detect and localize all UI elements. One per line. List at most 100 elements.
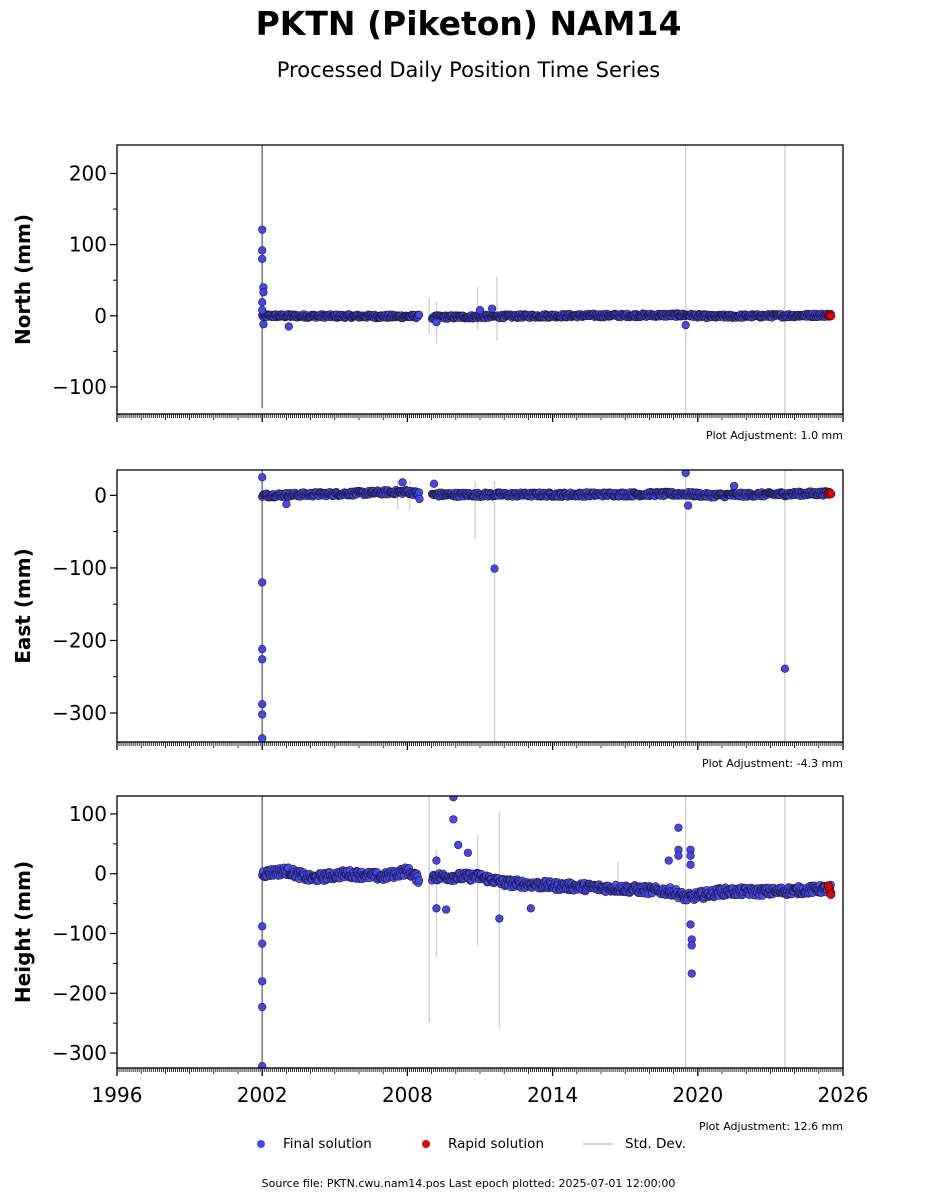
y-axis: −100 0 100 200 xyxy=(52,161,117,399)
final-solution-point xyxy=(686,860,695,869)
final-solution-point xyxy=(526,904,535,913)
final-solution-point xyxy=(259,288,268,297)
final-solution-point xyxy=(684,501,693,510)
final-solution-point xyxy=(258,1062,267,1068)
final-solution-point xyxy=(780,664,790,673)
final-solution-point xyxy=(258,645,267,654)
final-solution-point xyxy=(463,848,473,857)
plot-area xyxy=(258,145,836,414)
final-solution-point xyxy=(674,851,683,860)
legend-label-final: Final solution xyxy=(283,1136,372,1152)
final-solution-point xyxy=(449,815,458,824)
legend-item-final: Final solution xyxy=(257,1136,372,1152)
final-solution-point xyxy=(258,700,267,709)
chart-subtitle: Processed Daily Position Time Series xyxy=(276,58,661,82)
final-solution-point xyxy=(414,876,424,885)
last-epoch-label: Last epoch plotted: xyxy=(448,1177,555,1190)
final-solution-point xyxy=(258,655,267,664)
final-marker-icon xyxy=(257,1140,265,1148)
final-solution-point xyxy=(415,494,424,504)
y-tick-label: −100 xyxy=(52,556,107,580)
plot-frame xyxy=(116,144,844,415)
plot-adjustment-label: Plot Adjustment: -4.3 mm xyxy=(702,757,843,770)
plot-frame xyxy=(116,469,844,743)
panel-3: −300 −200 −100 0 100 Height (mm) 1996 2002 2008 2… xyxy=(11,795,868,1133)
legend: Final solution Rapid solution Std. Dev. xyxy=(0,1136,937,1158)
final-solution-points xyxy=(258,470,835,742)
final-solution-point xyxy=(398,478,407,487)
std-line-icon xyxy=(583,1143,613,1145)
final-solution-point xyxy=(442,905,451,914)
final-solution-points xyxy=(258,796,835,1068)
final-solution-point xyxy=(488,304,497,313)
rapid-solution-point xyxy=(826,311,836,321)
y-axis: −300 −200 −100 0 xyxy=(52,483,117,725)
y-axis-label: Height (mm) xyxy=(11,861,35,1003)
rapid-solution-points xyxy=(824,488,836,499)
final-solution-point xyxy=(284,322,293,331)
plot-adjustment-label: Plot Adjustment: 1.0 mm xyxy=(706,429,843,442)
x-tick-label: 2002 xyxy=(237,1083,288,1107)
final-solution-point xyxy=(681,470,690,478)
plot-area xyxy=(258,796,836,1068)
final-solution-point xyxy=(674,823,683,832)
final-solution-point xyxy=(258,254,267,263)
final-solution-point xyxy=(258,306,267,315)
final-solution-point xyxy=(258,298,267,307)
plot-adjustment-label: Plot Adjustment: 12.6 mm xyxy=(699,1120,843,1133)
final-solution-point xyxy=(687,941,696,950)
final-solution-point xyxy=(432,904,441,913)
y-tick-label: −100 xyxy=(52,921,107,945)
final-solution-point xyxy=(475,306,485,315)
final-solution-point xyxy=(258,922,267,931)
panel-1: −100 0 100 200 North (mm) Plot Adjustment: 1.… xyxy=(11,144,844,442)
panel-2: −300 −200 −100 0 East (mm) Plot Adjustment: -… xyxy=(11,469,844,770)
final-solution-point xyxy=(490,564,499,573)
source-file: PKTN.cwu.nam14.pos xyxy=(326,1177,446,1190)
final-solution-point xyxy=(258,939,267,948)
x-axis xyxy=(116,414,844,422)
y-tick-label: 0 xyxy=(94,862,107,886)
y-tick-label: 0 xyxy=(94,483,107,507)
x-tick-label: 2014 xyxy=(527,1083,578,1107)
legend-item-rapid: Rapid solution xyxy=(422,1136,544,1152)
legend-item-std: Std. Dev. xyxy=(583,1136,686,1152)
last-epoch-value: 2025-07-01 12:00:00 xyxy=(558,1177,676,1190)
rapid-solution-points xyxy=(824,310,836,321)
rapid-solution-point xyxy=(826,489,836,499)
y-tick-label: −100 xyxy=(52,375,107,399)
final-solution-point xyxy=(258,977,267,986)
x-tick-label: 1996 xyxy=(92,1083,143,1107)
rapid-solution-points xyxy=(824,881,836,899)
y-tick-label: −300 xyxy=(52,1041,107,1065)
final-solution-point xyxy=(258,578,267,587)
x-tick-label: 2020 xyxy=(672,1083,723,1107)
x-axis: 1996 2002 2008 2014 2020 2026 xyxy=(92,1068,868,1107)
final-solution-point xyxy=(681,320,690,330)
y-tick-label: 100 xyxy=(69,233,107,257)
final-solution-point xyxy=(686,920,695,929)
final-solution-point xyxy=(258,246,267,255)
y-tick-label: 0 xyxy=(94,304,107,328)
final-solution-point xyxy=(258,710,267,719)
y-axis-label: East (mm) xyxy=(11,548,35,664)
chart-title: PKTN (Piketon) NAM14 xyxy=(255,4,682,43)
final-solution-point xyxy=(429,479,439,488)
final-solution-point xyxy=(259,320,268,329)
final-solution-points xyxy=(258,225,835,331)
y-axis-label: North (mm) xyxy=(11,214,35,345)
final-solution-point xyxy=(495,914,504,923)
source-label: Source file: xyxy=(261,1177,324,1190)
final-solution-point xyxy=(686,851,695,860)
rapid-marker-icon xyxy=(422,1140,430,1148)
final-solution-point xyxy=(258,1002,267,1012)
final-solution-point xyxy=(432,856,441,865)
plot-area xyxy=(258,470,836,742)
y-tick-label: −200 xyxy=(52,628,107,652)
y-tick-label: −300 xyxy=(52,701,107,725)
final-solution-point xyxy=(664,856,673,865)
final-solution-point xyxy=(282,499,291,509)
x-tick-label: 2008 xyxy=(382,1083,433,1107)
final-solution-point xyxy=(414,310,424,319)
